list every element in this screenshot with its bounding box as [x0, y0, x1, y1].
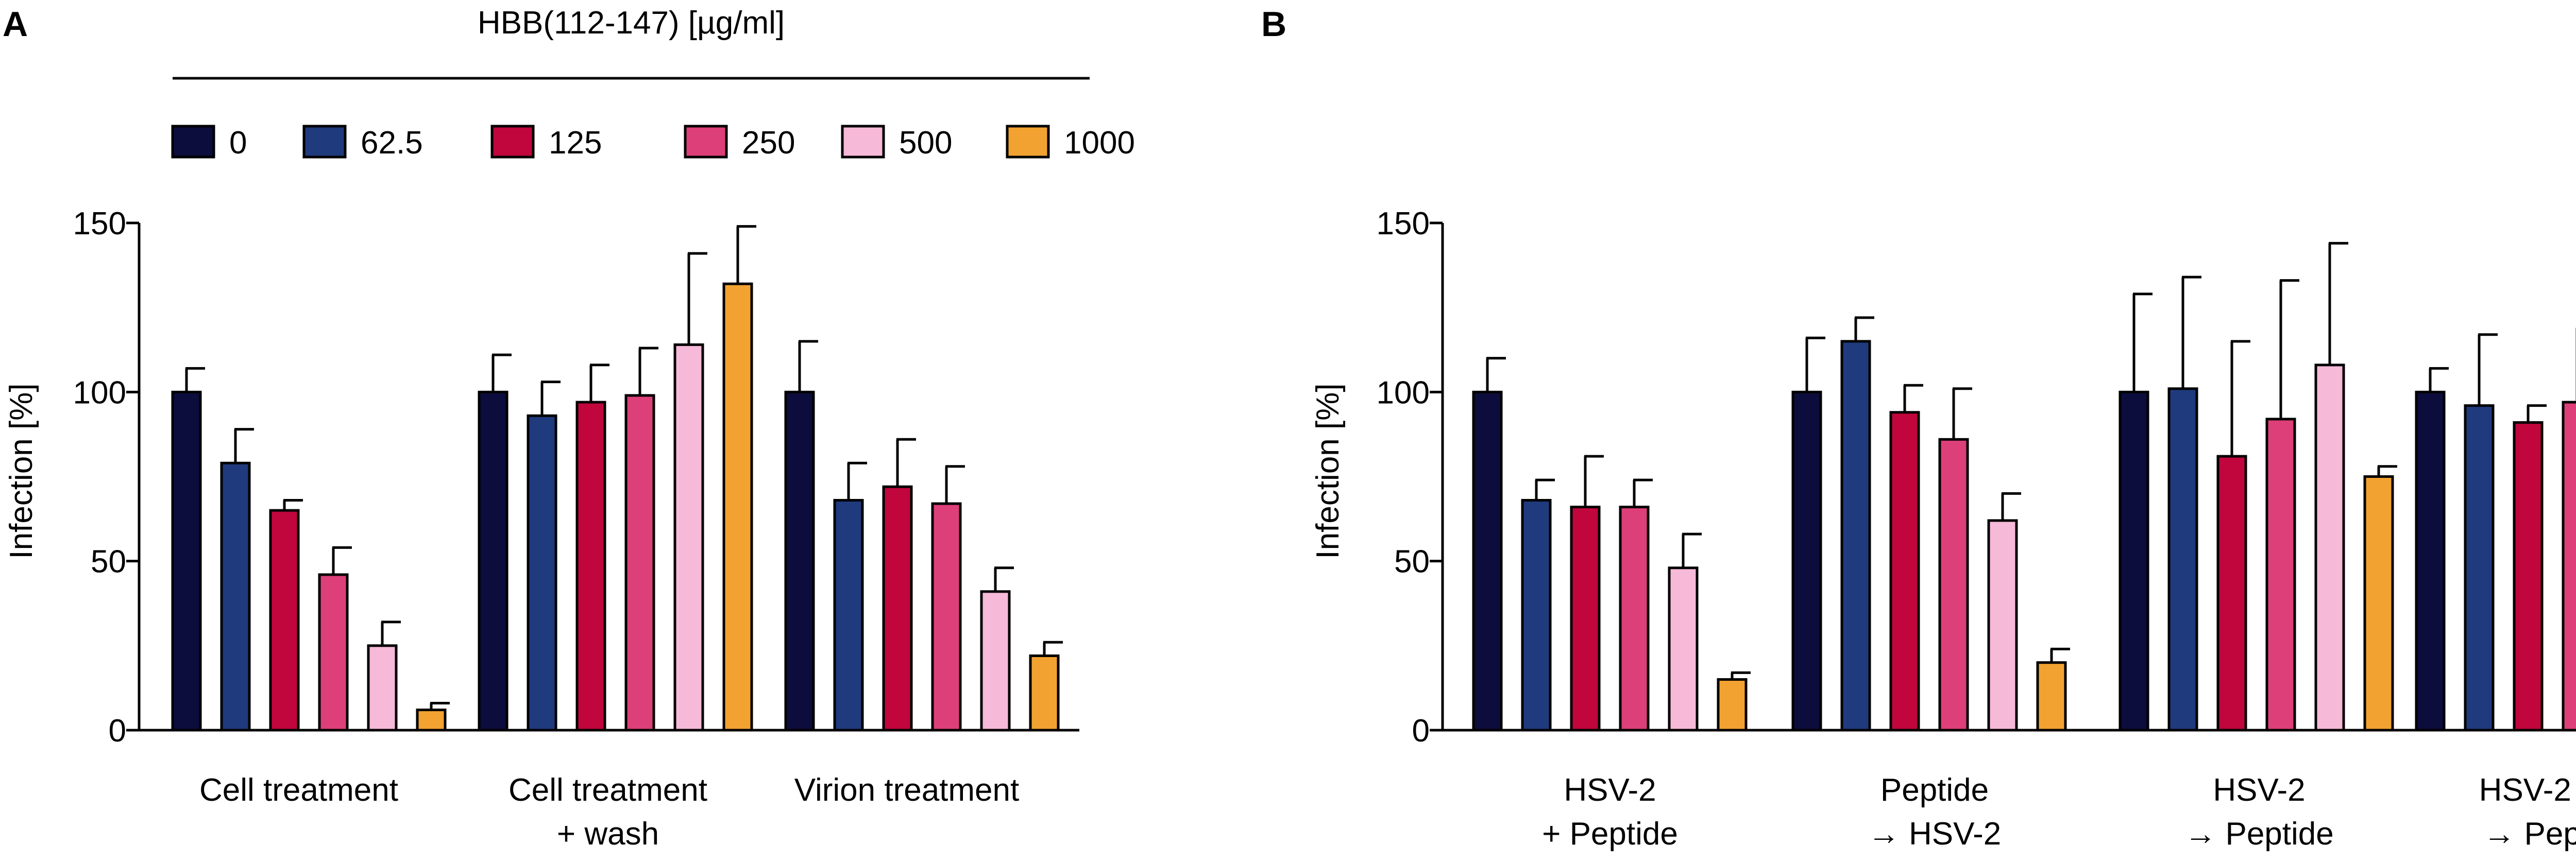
panel-b-cat2-250-bar: [2265, 418, 2296, 732]
panel-a: A Infection [%] 0 50 100 150 Cell treatment C…: [3, 5, 1079, 852]
panel-a-cat0-125-bar: [269, 509, 300, 732]
panel-a-cat0-500-bar: [367, 644, 398, 732]
panel-b-category-label-2-line1: → Peptide: [2184, 816, 2334, 852]
panel-b-cat0-250-bar: [1619, 506, 1650, 732]
panel-b-cat2-0-bar: [2119, 390, 2149, 732]
panel-a-cat0-0-bar: [171, 390, 202, 732]
panel-b-ytick-label-150: 150: [1377, 206, 1430, 242]
panel-a-cat2-0-bar: [784, 390, 815, 732]
panel-b-ytick-label-50: 50: [1394, 544, 1430, 580]
panel-b-category-label-1-line1: → HSV-2: [1868, 816, 2001, 852]
panel-a-cat0-62-5-bar: [220, 461, 251, 732]
panel-b-cat0-62-5-bar: [1521, 498, 1552, 732]
panel-b-cat2-1000-bar: [2363, 475, 2394, 732]
panel-b: B Infection [%] 0 50 100 150 HSV-2 + Peptide P…: [1261, 5, 2576, 852]
panel-b-category-label-1-line0: Peptide: [1880, 772, 1989, 808]
panel-a-cat2-125-bar: [882, 485, 913, 732]
panel-b-category-label-2-line0: HSV-2: [2213, 772, 2305, 808]
panel-b-category-label-0-line0: HSV-2: [1564, 772, 1656, 808]
panel-a-category-label-2-line0: Virion treatment: [794, 772, 1020, 808]
legend-label-1000: 1000: [1064, 125, 1135, 161]
panel-b-cat1-62-5-bar: [1840, 340, 1871, 732]
legend-title: HBB(112-147) [µg/ml]: [478, 5, 785, 41]
panel-a-plot-area: 0 50 100 150 Cell treatment Cell treatment + w…: [73, 206, 1079, 852]
panel-a-ytick-label-150: 150: [73, 206, 126, 242]
panel-a-category-label-1-line1: + wash: [557, 816, 659, 852]
panel-a-category-label-1-line0: Cell treatment: [509, 772, 707, 808]
legend-swatch-1000: [1006, 125, 1050, 159]
panel-b-category-label-3-line0: HSV-2 O/N: [2479, 772, 2576, 808]
panel-a-category-label-0-line0: Cell treatment: [199, 772, 398, 808]
panel-b-cat0-1000-bar: [1717, 678, 1748, 732]
panel-b-cat0-0-bar: [1472, 390, 1503, 732]
panel-a-label: A: [3, 5, 28, 44]
panel-a-cat2-1000-bar: [1029, 654, 1060, 732]
panel-a-cat1-500-bar: [673, 343, 704, 732]
panel-b-plot-area: 0 50 100 150 HSV-2 + Peptide Peptide → HSV-2 HSV…: [1377, 206, 2576, 852]
panel-a-cat2-62-5-bar: [833, 498, 864, 732]
panel-b-cat2-125-bar: [2216, 455, 2247, 732]
panel-b-cat3-0-bar: [2415, 390, 2446, 732]
panel-b-cat2-62-5-bar: [2167, 387, 2198, 732]
panel-b-cat1-125-bar: [1889, 411, 1920, 732]
panel-b-cat3-125-bar: [2513, 421, 2544, 732]
legend-swatch-62-5: [302, 125, 347, 159]
panel-a-cat1-250-bar: [624, 394, 655, 732]
panel-b-cat1-0-bar: [1791, 390, 1822, 732]
panel-b-label: B: [1261, 5, 1286, 44]
panel-b-ytick-label-0: 0: [1412, 713, 1430, 749]
panel-b-ytick-label-100: 100: [1377, 375, 1430, 410]
legend-swatch-500: [841, 125, 885, 159]
legend-label-250: 250: [742, 125, 795, 161]
legend-label-62-5: 62.5: [361, 125, 423, 161]
legend-items: 0 62.5 125 250 500 1000: [171, 125, 1135, 161]
panel-a-cat0-1000-bar: [416, 709, 447, 732]
panel-a-ylabel: Infection [%]: [4, 383, 39, 559]
panel-b-category-label-3-line1: → Peptide: [2483, 816, 2576, 852]
panel-a-cat2-250-bar: [931, 502, 962, 732]
panel-b-cat1-250-bar: [1938, 438, 1969, 732]
panel-a-ytick-label-50: 50: [91, 544, 126, 580]
legend-label-0: 0: [229, 125, 247, 161]
panel-a-cat0-250-bar: [318, 573, 349, 732]
panel-a-cat1-1000-bar: [722, 282, 753, 732]
panel-a-ytick-label-100: 100: [73, 375, 126, 410]
panel-b-ylabel: Infection [%]: [1310, 383, 1346, 559]
legend-label-125: 125: [549, 125, 602, 161]
panel-b-cat3-250-bar: [2562, 401, 2576, 732]
panel-b-category-label-0-line1: + Peptide: [1542, 816, 1678, 852]
panel-b-cat3-62-5-bar: [2464, 404, 2495, 732]
panel-a-cat1-0-bar: [478, 390, 509, 732]
panel-b-cat1-1000-bar: [2036, 661, 2067, 732]
panel-a-cat1-62-5-bar: [527, 414, 557, 732]
legend-swatch-125: [490, 125, 535, 159]
legend: HBB(112-147) [µg/ml] 0 62.5 125 250 500 1000: [171, 5, 1135, 161]
legend-swatch-0: [171, 125, 215, 159]
panel-b-cat0-500-bar: [1668, 566, 1699, 732]
panel-a-ytick-label-0: 0: [109, 713, 126, 749]
legend-label-500: 500: [899, 125, 952, 161]
panel-b-cat2-500-bar: [2314, 364, 2345, 732]
panel-b-cat0-125-bar: [1570, 506, 1601, 732]
panel-a-cat2-500-bar: [980, 590, 1011, 732]
panel-a-cat1-125-bar: [575, 401, 606, 732]
panel-b-cat1-500-bar: [1987, 519, 2018, 732]
legend-swatch-250: [684, 125, 728, 159]
